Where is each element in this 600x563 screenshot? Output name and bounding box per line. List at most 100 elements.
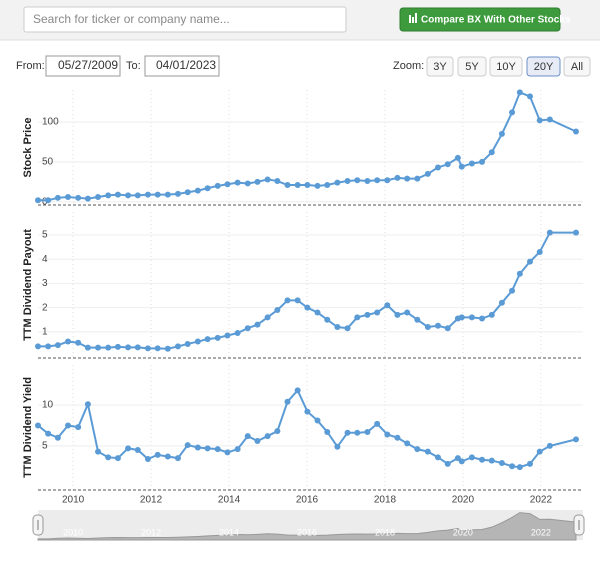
point [164, 345, 171, 352]
point [284, 297, 291, 304]
point [384, 431, 391, 438]
point [184, 189, 191, 196]
point [234, 446, 241, 453]
point [264, 176, 271, 183]
search-input[interactable] [23, 6, 347, 33]
point [572, 436, 579, 443]
point [444, 460, 451, 467]
navigator-label: 2014 [219, 527, 239, 537]
y-tick-label: 5 [42, 230, 48, 241]
zoom-button[interactable] [563, 56, 591, 77]
zoom-option: 5Y [465, 61, 479, 73]
point [284, 182, 291, 189]
navigator-label: 2012 [141, 527, 161, 537]
point [35, 343, 41, 350]
point [374, 420, 381, 427]
point [204, 445, 211, 452]
point [234, 179, 241, 186]
point [224, 181, 231, 188]
point [424, 324, 431, 331]
point [65, 194, 72, 201]
point [488, 311, 495, 318]
point [488, 149, 495, 156]
point [184, 340, 191, 347]
compare-button[interactable] [399, 7, 561, 32]
x-tick-label: 2022 [530, 495, 553, 506]
point [344, 325, 351, 332]
point [194, 338, 201, 345]
zoom-button[interactable] [489, 56, 523, 77]
point [334, 324, 341, 331]
y-tick-label: 3 [42, 278, 48, 289]
y-tick-label: 4 [42, 254, 48, 265]
navigator-label: 2018 [375, 527, 395, 537]
point [516, 89, 523, 96]
point [454, 154, 461, 161]
point [458, 458, 465, 465]
point [65, 338, 72, 345]
point [45, 343, 52, 350]
to-date: 04/01/2023 [156, 58, 216, 72]
point [344, 429, 351, 436]
point [134, 446, 141, 453]
point [224, 449, 231, 456]
point [374, 309, 381, 316]
point [444, 325, 451, 332]
navigator-label: 2010 [63, 527, 83, 537]
point [304, 182, 311, 189]
x-tick-label: 2014 [218, 495, 241, 506]
point [54, 342, 61, 349]
from-input[interactable] [45, 55, 121, 77]
point [284, 398, 291, 405]
navigator-label: 2020 [453, 527, 473, 537]
navigator-label: 2016 [297, 527, 317, 537]
point [144, 455, 151, 462]
point [526, 258, 533, 265]
point [394, 311, 401, 318]
point [498, 299, 505, 306]
x-tick-label: 2018 [374, 495, 397, 506]
point [114, 455, 121, 462]
point [164, 191, 171, 198]
point [304, 408, 311, 415]
point [294, 387, 301, 394]
y-axis-title: Stock Price [22, 118, 34, 178]
point [444, 161, 451, 168]
point [434, 322, 441, 329]
zoom-button[interactable] [457, 56, 487, 77]
zoom-button[interactable] [426, 56, 454, 77]
point [144, 345, 151, 352]
y-tick-label: 2 [42, 302, 48, 313]
point [254, 178, 261, 185]
y-tick-label: 1 [42, 326, 48, 337]
point [214, 446, 221, 453]
point [434, 164, 441, 171]
point [234, 330, 241, 337]
point [304, 304, 311, 311]
point [546, 229, 553, 236]
point [274, 178, 281, 185]
icon [412, 17, 414, 23]
point [572, 229, 579, 236]
point [75, 424, 82, 431]
point [314, 309, 321, 316]
point [468, 454, 475, 461]
point [324, 182, 331, 189]
point [114, 191, 121, 198]
point [479, 456, 486, 463]
point [424, 448, 431, 455]
point [344, 178, 351, 185]
point [526, 93, 533, 100]
point [194, 187, 201, 194]
point [394, 174, 401, 181]
point [526, 460, 533, 467]
point [509, 463, 516, 470]
zoom-option: All [571, 61, 583, 73]
to-input[interactable] [144, 55, 220, 77]
point [244, 325, 251, 332]
point [516, 270, 523, 277]
point [394, 434, 401, 441]
point [264, 314, 271, 321]
zoom-button[interactable] [526, 56, 561, 77]
point [45, 430, 52, 437]
